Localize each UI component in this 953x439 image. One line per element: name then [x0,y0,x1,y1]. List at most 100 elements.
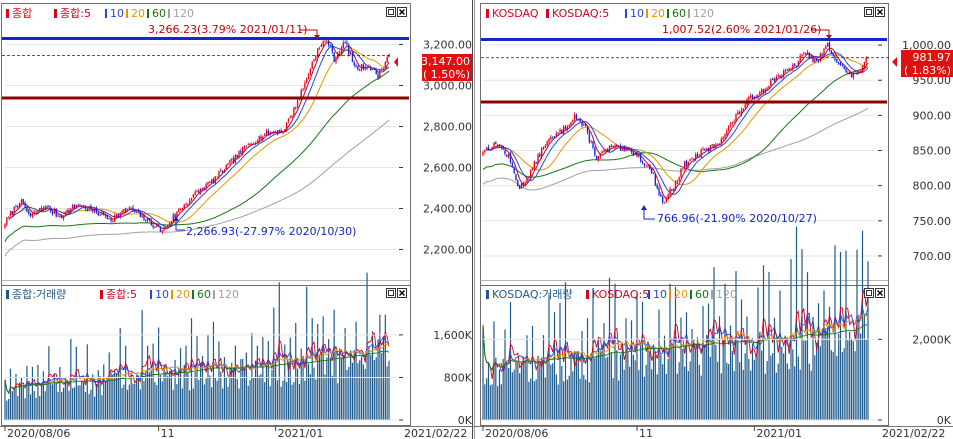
legend-ma120: 120 [693,7,714,20]
y-tick-label: 3,200.00 [423,39,472,52]
candle-up [617,146,620,148]
volume-bar [139,389,141,420]
candle-down [148,218,151,221]
volume-bar [610,353,612,420]
close-button[interactable] [397,7,407,17]
candle-down [830,50,833,54]
candle-up [634,152,636,156]
candle-down [639,153,642,162]
candle-up [285,122,288,131]
volume-bar [607,356,609,420]
volume-ma5-line [4,330,390,395]
candle-up [781,75,783,78]
volume-bar [247,385,249,420]
volume-bar [355,321,357,420]
candle-up [71,205,74,209]
right-candles [482,39,869,205]
close-button[interactable] [397,288,407,298]
candle-up [603,150,605,152]
candle-up [190,198,193,200]
vol-legend-ma20: 20 [176,288,190,301]
candle-down [843,66,845,70]
candle-up [4,224,6,228]
candle-down [661,196,664,203]
maximize-button[interactable] [386,7,396,17]
volume-bar [313,367,315,420]
volume-bar [170,369,172,420]
volume-bar [148,372,151,420]
volume-bar [854,351,856,420]
volume-bar [30,394,32,420]
candle-up [744,104,746,108]
volume-bar [775,372,777,420]
volume-bar [307,363,310,420]
volume-bar [110,372,112,420]
volume-bar [335,350,337,420]
volume-bar [344,327,346,420]
candle-down [295,108,297,110]
candle-down [106,215,109,220]
candle-down [564,127,567,130]
volume-bar [827,325,829,420]
close-button[interactable] [875,288,885,298]
volume-ma20-line [4,343,390,395]
volume-bar [684,366,686,420]
candle-down [79,205,81,207]
candle-up [548,139,550,143]
volume-bar [586,318,589,420]
volume-bar [37,364,39,420]
candle-up [62,216,65,219]
volume-bar [566,379,568,420]
volume-bar [805,340,807,420]
volume-bar [669,283,671,420]
candle-up [859,70,862,72]
candle-down [788,68,790,70]
volume-bar [801,249,803,420]
volume-bar [8,399,10,420]
candle-up [326,39,328,41]
volume-bar [50,383,52,420]
candle-down [251,143,253,145]
volume-bar [163,366,165,420]
volume-bar [370,354,372,420]
candle-up [737,111,739,115]
candle-down [592,141,594,148]
volume-bar [656,374,658,420]
candle-down [707,147,710,152]
candle-up [716,144,719,146]
volume-bar [280,386,282,420]
volume-bar [794,366,796,420]
maximize-button[interactable] [386,288,396,298]
volume-bar [79,385,81,420]
candle-up [223,170,226,173]
candle-up [183,205,185,210]
volume-bar [300,348,302,420]
candle-up [181,208,184,210]
candle-up [229,160,231,164]
candle-up [156,224,158,227]
candle-up [628,149,631,151]
volume-bar [324,374,326,420]
candle-down [619,145,622,151]
close-button[interactable] [875,7,885,17]
maximize-button[interactable] [864,7,874,17]
volume-bar [282,380,284,420]
candle-up [311,61,313,70]
volume-bar [64,378,66,420]
volume-bar [856,249,858,420]
volume-bar [850,338,853,420]
candle-down [641,160,644,163]
candle-up [53,209,56,214]
volume-bar [810,370,812,420]
maximize-button[interactable] [864,288,874,298]
legend-ma120: 120 [173,7,194,20]
volume-bar [364,368,366,420]
volume-bar [329,357,332,420]
candle-down [837,62,840,64]
volume-bar [504,329,506,420]
candle-up [379,69,381,79]
volume-bar [251,333,253,420]
candle-up [608,146,611,152]
candle-down [73,205,76,209]
volume-bar [132,383,134,420]
